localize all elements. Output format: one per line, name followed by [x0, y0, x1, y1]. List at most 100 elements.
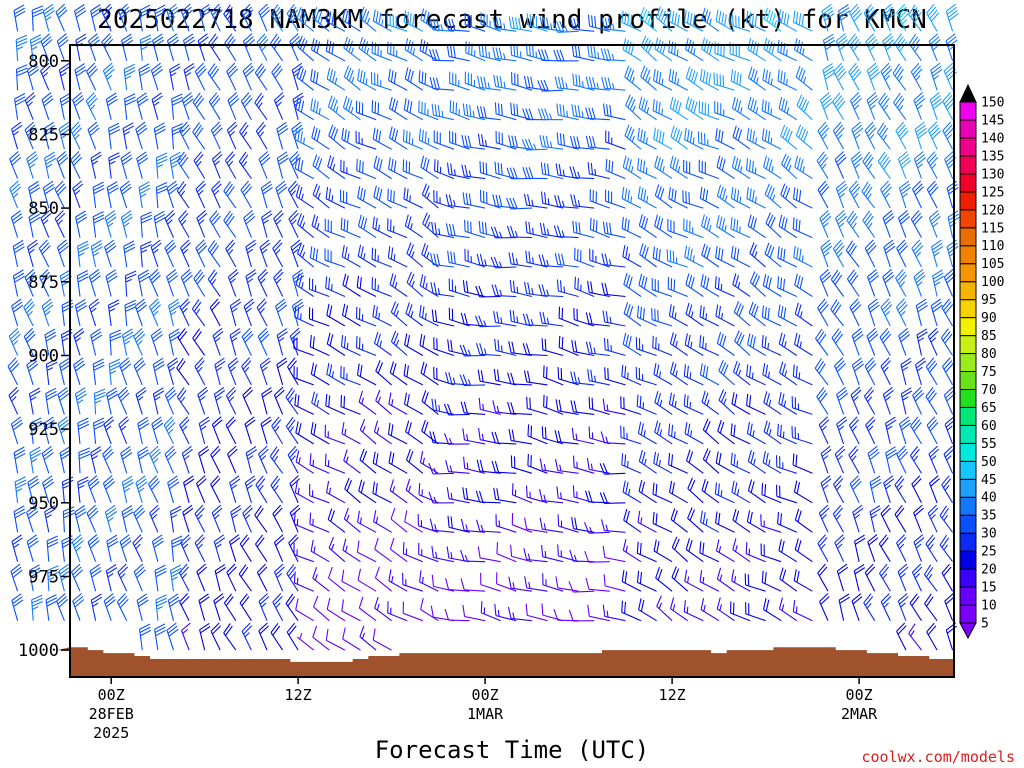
wind-barb [638, 479, 657, 504]
barb-feather [375, 306, 378, 318]
barb-staff [230, 511, 237, 533]
wind-barb [372, 304, 392, 327]
wind-barb [120, 151, 133, 179]
barb-feather [195, 180, 205, 190]
wind-barb [182, 504, 194, 533]
wind-barb [239, 122, 252, 150]
wind-barb [525, 603, 548, 622]
barb-feather [14, 275, 25, 283]
barb-feather [718, 453, 722, 465]
barb-staff [341, 139, 361, 150]
barb-half-feather [736, 488, 740, 496]
barb-feather [330, 126, 336, 138]
barb-feather [461, 134, 465, 147]
barb-staff [433, 201, 455, 209]
wind-barb [654, 420, 673, 445]
barb-feather [688, 275, 693, 287]
barb-staff [101, 12, 112, 32]
barb-staff [604, 502, 626, 504]
barb-staff [637, 521, 657, 533]
barb-feather [13, 243, 25, 251]
wind-barb [241, 622, 253, 651]
barb-feather [542, 16, 547, 29]
barb-feather [677, 131, 683, 143]
barb-half-feather [527, 553, 531, 561]
wind-barb [194, 504, 206, 533]
barb-feather [459, 344, 465, 357]
barb-staff [287, 454, 299, 474]
barb-feather [373, 331, 379, 344]
barb-feather [43, 304, 54, 313]
barb-feather [54, 180, 64, 190]
barb-staff [406, 459, 424, 474]
wind-barb [211, 180, 222, 209]
barb-feather [179, 212, 189, 223]
barb-feather [425, 159, 430, 171]
barb-feather [357, 244, 362, 257]
wind-barb [585, 135, 610, 150]
barb-staff [43, 128, 50, 150]
barb-staff [433, 348, 455, 357]
barb-feather [467, 135, 472, 148]
barb-feather [702, 70, 706, 82]
barb-staff [683, 170, 704, 180]
barb-feather [291, 242, 302, 251]
barb-feather [179, 416, 188, 426]
barb-feather [270, 475, 279, 486]
barb-feather [255, 121, 265, 132]
barb-feather [45, 594, 57, 601]
barb-feather [588, 107, 593, 119]
barb-feather [241, 3, 251, 13]
barb-feather [152, 65, 162, 74]
wind-barb [294, 393, 314, 415]
barb-feather [14, 96, 26, 103]
barb-half-feather [516, 316, 519, 323]
wind-barb [431, 545, 455, 563]
barb-feather [686, 365, 689, 378]
barb-feather [73, 596, 84, 605]
barb-feather [194, 534, 204, 544]
wind-barb [10, 210, 23, 238]
barb-staff [245, 452, 252, 474]
barb-feather [479, 459, 484, 472]
barb-feather [274, 9, 283, 20]
barb-half-feather [609, 316, 612, 324]
barb-half-feather [425, 282, 428, 290]
barb-half-feather [195, 308, 201, 315]
barb-feather [513, 103, 516, 116]
barb-staff [311, 137, 330, 150]
barb-feather [716, 184, 722, 197]
wind-barb [464, 248, 486, 268]
barb-feather [574, 517, 578, 530]
barb-feather [105, 68, 115, 78]
barb-feather [583, 522, 590, 534]
wind-barb [90, 240, 103, 268]
barb-staff [289, 483, 299, 504]
wind-barb [102, 475, 115, 504]
barb-feather [301, 11, 307, 23]
wind-barb [419, 333, 439, 356]
barb-staff [670, 608, 689, 622]
wind-barb [193, 151, 206, 179]
wind-barb [685, 273, 704, 297]
barb-feather [121, 33, 132, 41]
wind-barb [541, 603, 564, 622]
barb-feather [176, 181, 185, 192]
barb-staff [655, 577, 673, 592]
barb-half-feather [120, 425, 127, 431]
barb-feather [491, 431, 496, 444]
barb-half-feather [301, 222, 306, 229]
barb-feather [192, 92, 201, 103]
barb-feather [684, 245, 688, 258]
barb-staff [510, 412, 532, 415]
barb-half-feather [686, 606, 689, 614]
barb-staff [286, 13, 299, 32]
barb-feather [541, 254, 546, 266]
barb-feather [640, 129, 643, 142]
barb-feather [28, 69, 40, 77]
barb-staff [434, 141, 455, 150]
barb-feather [509, 279, 513, 292]
wind-barb [523, 370, 548, 386]
barb-staff [166, 276, 175, 297]
barb-half-feather [125, 278, 132, 283]
